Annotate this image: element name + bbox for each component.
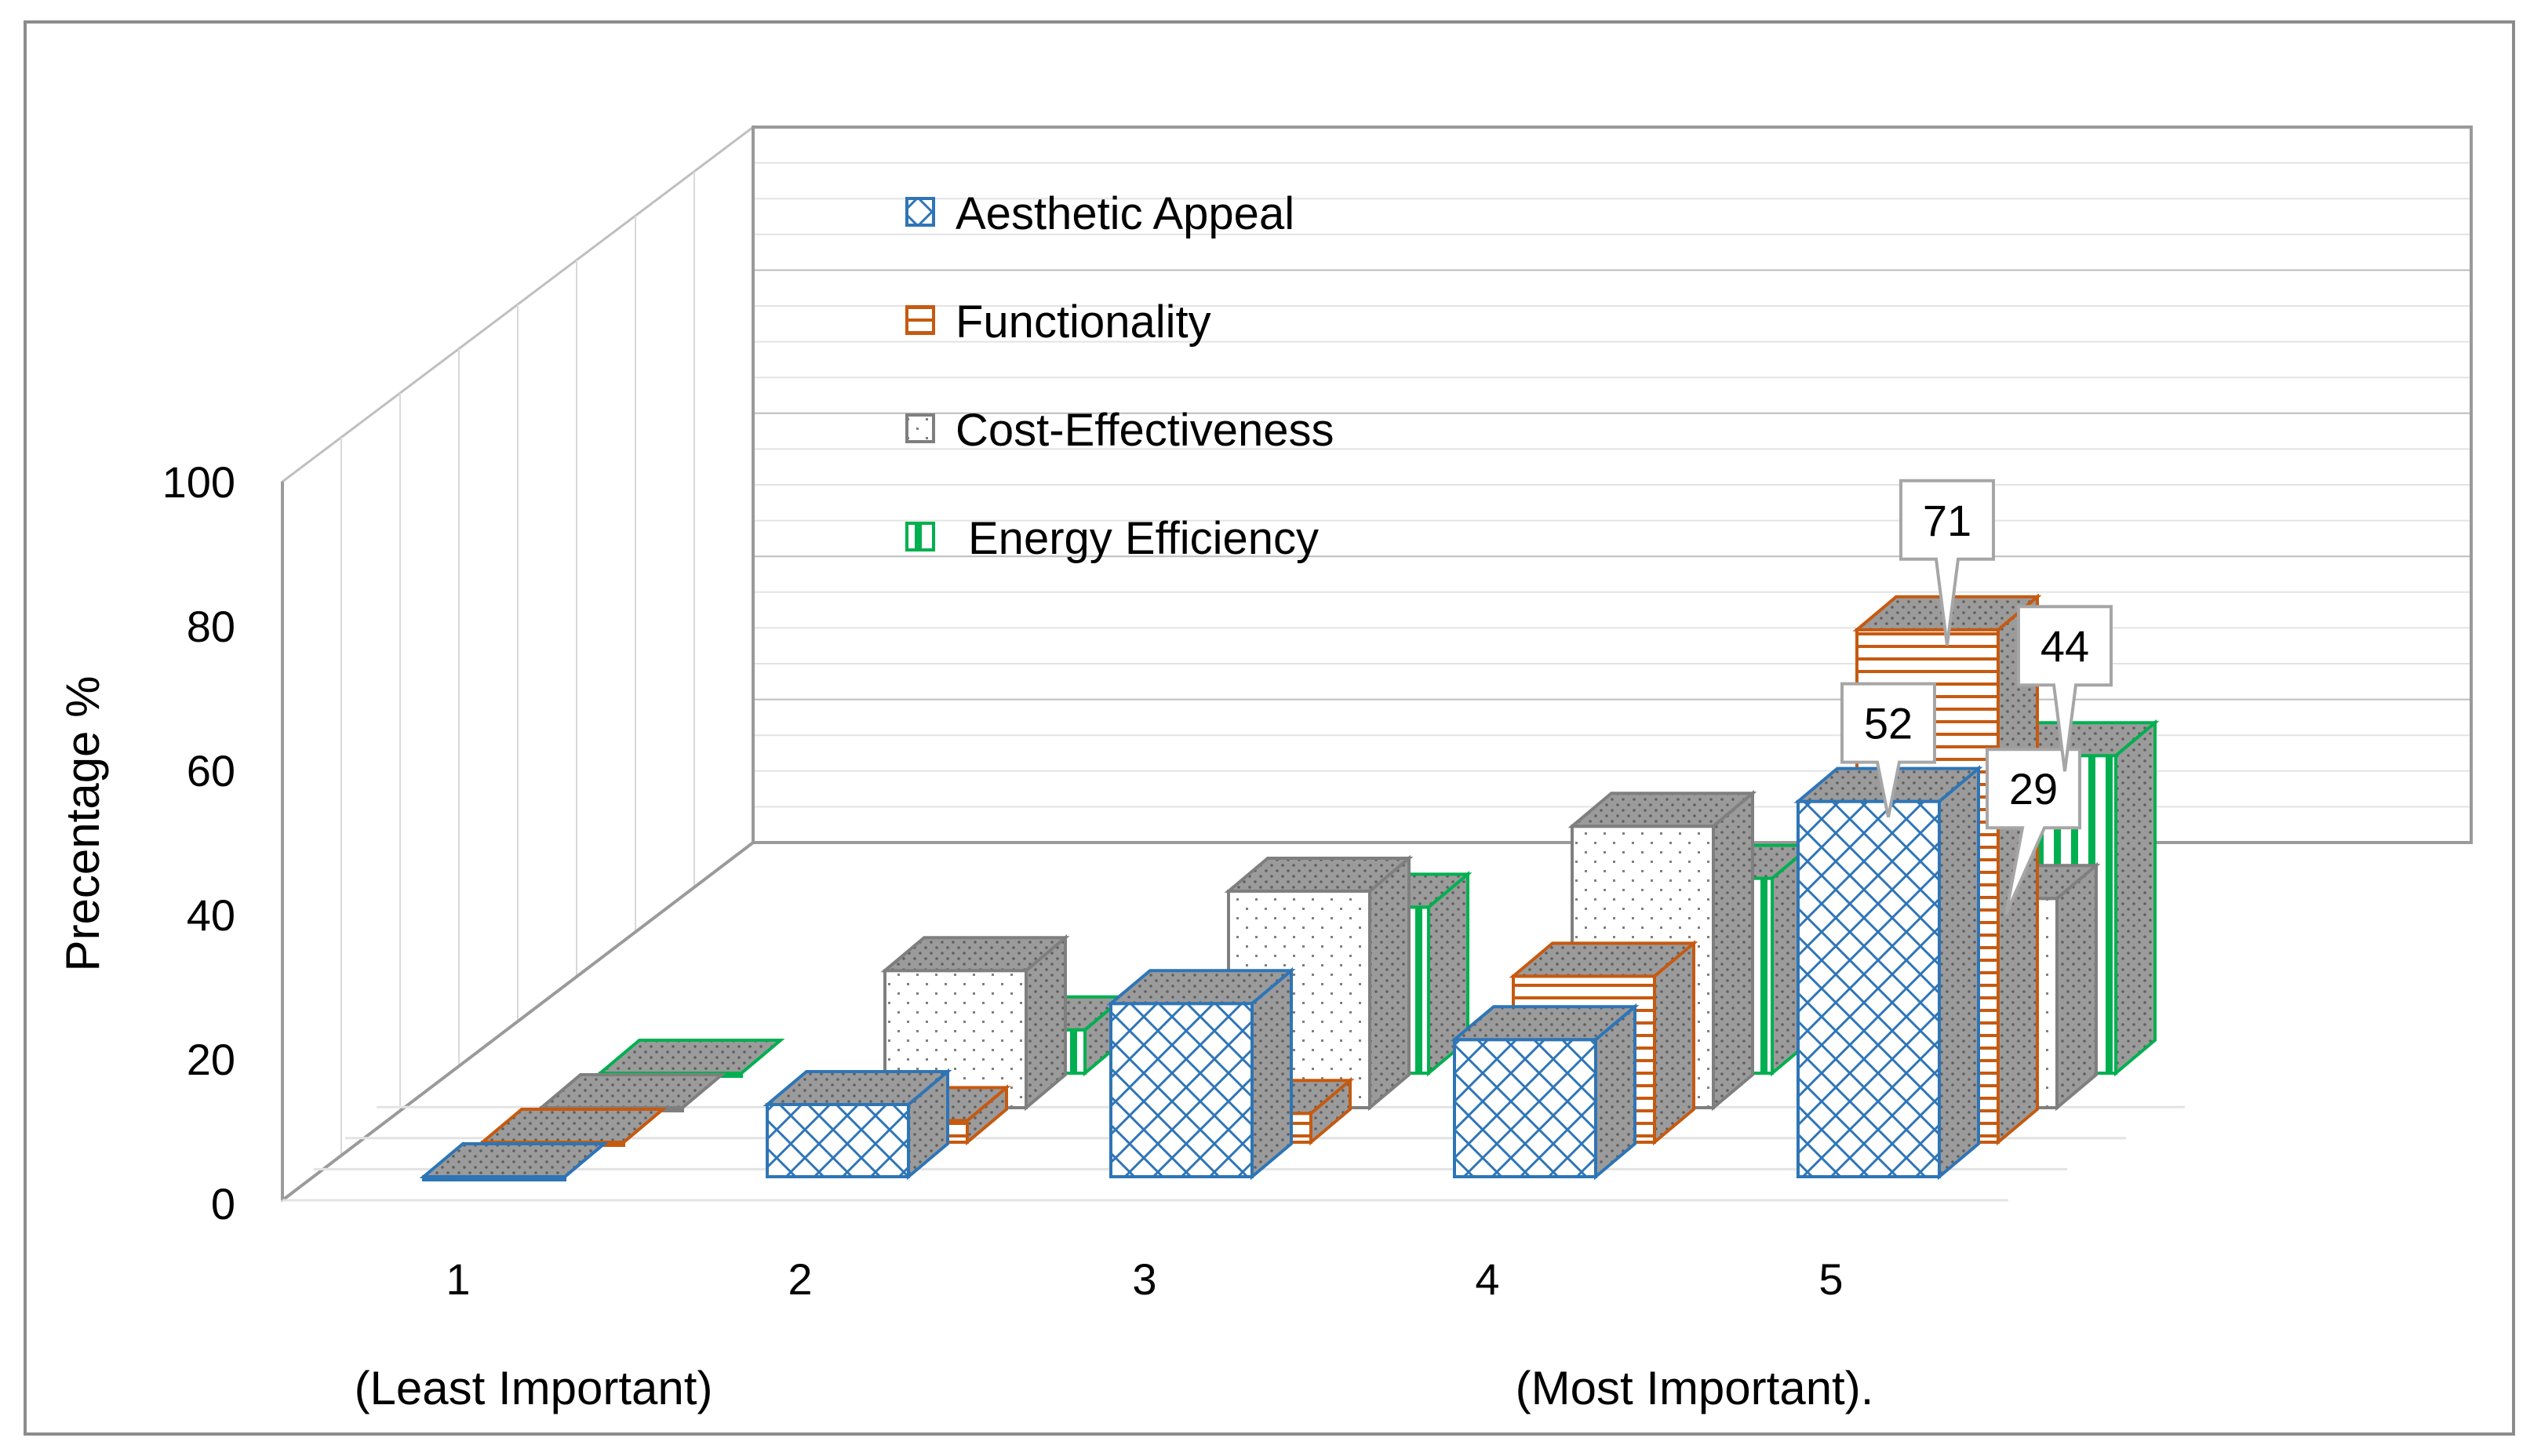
legend-item-functionality: Functionality	[905, 297, 1211, 348]
bar-side-face	[2055, 861, 2098, 1112]
legend-label-cost-effectiveness: Cost-Effectiveness	[956, 405, 1334, 456]
data-label-text: 29	[2009, 764, 2058, 814]
legend-swatch-energy-efficiency	[905, 522, 935, 551]
bar-front-face	[1109, 1002, 1254, 1178]
bar-cost-effectiveness-1	[537, 1073, 726, 1112]
bar-aesthetic-appeal-5	[1793, 765, 1983, 1181]
bar-functionality-1	[478, 1108, 668, 1147]
x-note-most-important: (Most Important).	[1516, 1362, 1874, 1414]
legend-swatch-aesthetic-appeal	[905, 197, 935, 227]
y-tick-0: 0	[211, 1179, 235, 1228]
y-tick-40: 40	[187, 890, 235, 940]
legend-item-energy-efficiency: Energy Efficiency	[905, 513, 1319, 564]
bar-top-face	[1509, 941, 1698, 978]
legend-label-energy-efficiency: Energy Efficiency	[968, 513, 1319, 564]
bar-front-face	[1453, 1038, 1597, 1178]
y-axis-ticks: 0 20 40 60 80 100	[162, 457, 235, 1228]
legend-label-functionality: Functionality	[956, 297, 1211, 348]
bar-side-face	[1712, 789, 1754, 1112]
x-axis-categories: 1 2 3 4 5	[446, 1254, 1843, 1304]
legend-swatch-cost-effectiveness	[905, 413, 935, 443]
y-tick-80: 80	[187, 602, 235, 651]
data-label-text: 52	[1864, 699, 1913, 748]
data-label-energy-efficiency: 44	[2017, 605, 2113, 772]
bar-aesthetic-appeal-3	[1106, 966, 1296, 1181]
data-label-box	[2017, 605, 2113, 772]
x-note-least-important: (Least Important)	[355, 1362, 713, 1414]
legend-label-aesthetic-appeal: Aesthetic Appeal	[956, 188, 1294, 239]
y-tick-60: 60	[187, 746, 235, 795]
legend-swatch-functionality	[905, 305, 935, 335]
bar-top-face	[595, 1039, 785, 1075]
bar-aesthetic-appeal-1	[419, 1142, 609, 1181]
x-category-5: 5	[1818, 1254, 1843, 1304]
bar-side-face	[1368, 854, 1411, 1112]
bar-top-face	[763, 1070, 952, 1106]
bar-top-face	[1224, 857, 1414, 893]
bar-front-face	[1797, 799, 1941, 1178]
bar-side-face	[1938, 765, 1980, 1181]
bar-front-face	[766, 1103, 910, 1178]
x-category-4: 4	[1475, 1254, 1499, 1304]
bar-aesthetic-appeal-2	[763, 1068, 952, 1181]
bar-cost-effectiveness-2	[880, 934, 1070, 1112]
legend-item-cost-effectiveness: Cost-Effectiveness	[905, 405, 1334, 456]
bar-energy-efficiency-1	[595, 1039, 785, 1078]
bar-side-face	[2114, 719, 2157, 1077]
data-label-text: 44	[2040, 621, 2089, 671]
y-axis-label: Precentage %	[56, 676, 109, 972]
bar-top-face	[1567, 792, 1757, 828]
data-label-box	[1899, 479, 1995, 646]
bar-top-face	[1106, 969, 1296, 1006]
data-labels-layer: 52 71 29 44	[1840, 479, 2113, 915]
data-label-box	[1986, 748, 2081, 915]
data-label-text: 71	[1923, 496, 1971, 545]
data-label-cost-effectiveness: 29	[1986, 748, 2081, 915]
data-label-box	[1840, 682, 1936, 817]
data-label-aesthetic-appeal: 52	[1840, 682, 1936, 817]
legend: Aesthetic Appeal Functionality Cost-Effe…	[905, 188, 1334, 564]
bar-side-face	[1250, 966, 1293, 1181]
bar-top-face	[880, 936, 1070, 973]
y-tick-100: 100	[162, 457, 235, 507]
bar-top-face	[537, 1073, 726, 1109]
x-category-2: 2	[788, 1254, 812, 1304]
floor-edge	[281, 841, 755, 1202]
x-category-1: 1	[446, 1254, 470, 1304]
bar-top-face	[1450, 1005, 1640, 1042]
legend-item-aesthetic-appeal: Aesthetic Appeal	[905, 188, 1294, 239]
data-label-functionality: 71	[1899, 479, 1995, 646]
bar-aesthetic-appeal-4	[1450, 1003, 1640, 1181]
y-tick-20: 20	[187, 1035, 235, 1084]
x-category-3: 3	[1132, 1254, 1156, 1304]
bar-top-face	[419, 1142, 609, 1178]
